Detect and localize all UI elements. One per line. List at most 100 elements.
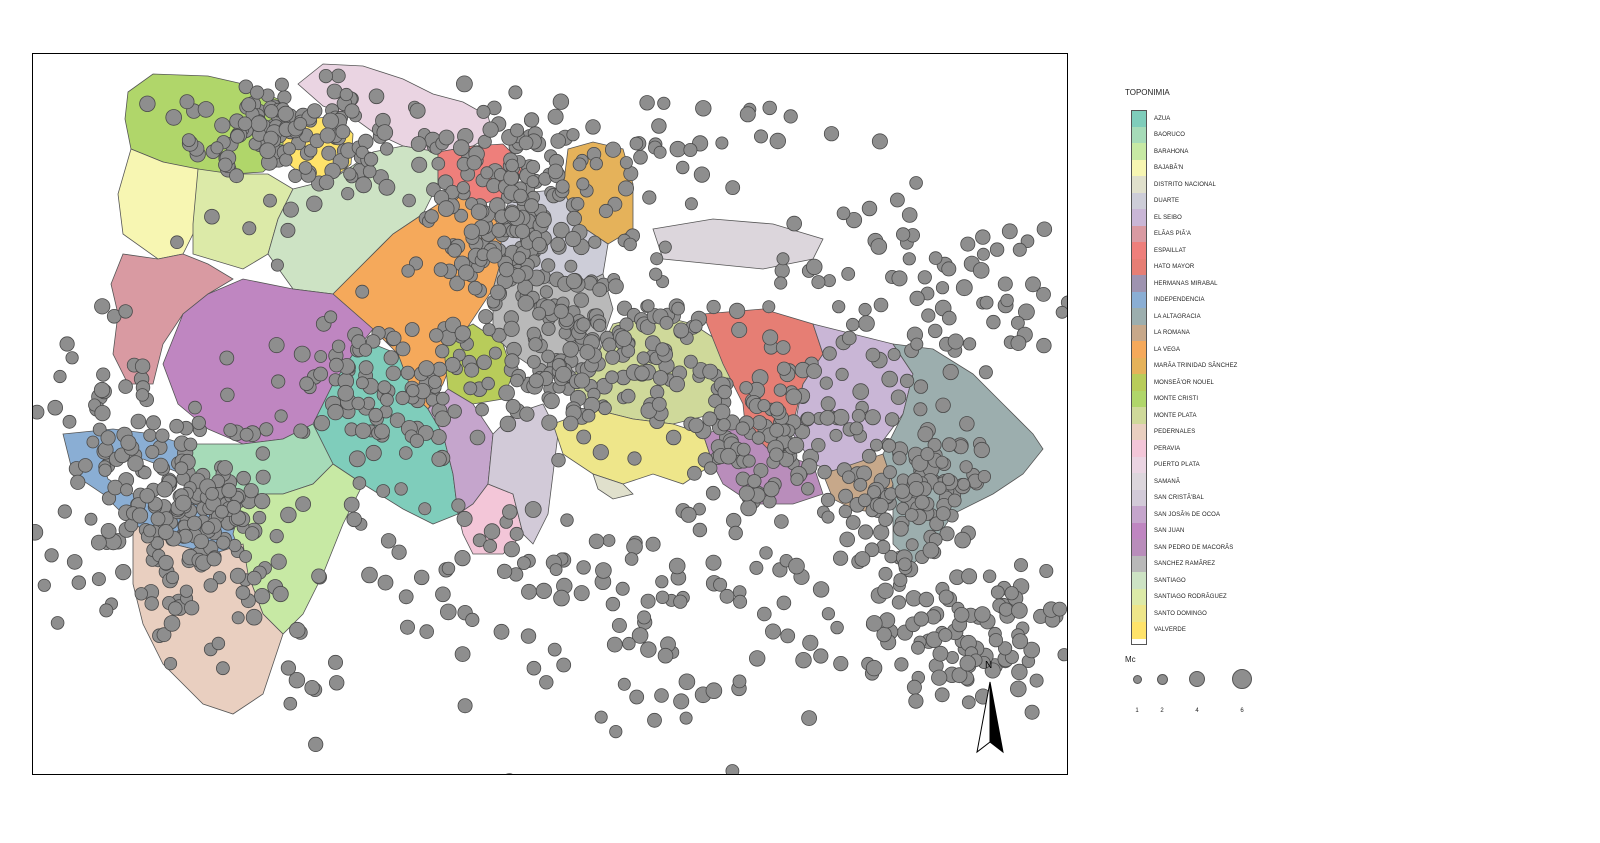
occurrence-point [379,392,394,407]
occurrence-point [895,227,911,242]
occurrence-point [736,442,751,457]
occurrence-point [47,399,64,416]
occurrence-point [846,317,860,332]
occurrence-point [433,262,449,277]
occurrence-point [629,136,644,151]
occurrence-point [581,408,596,423]
occurrence-point [143,524,157,538]
map-panel[interactable] [32,53,1068,775]
legend-item: ESPAILLAT [1131,242,1186,259]
occurrence-point [813,648,829,664]
occurrence-point [519,406,535,422]
occurrence-point [725,764,740,774]
occurrence-point [892,451,907,466]
occurrence-point [62,414,77,429]
occurrence-point [517,295,535,312]
occurrence-point [933,481,947,495]
occurrence-point [959,416,975,432]
occurrence-point [606,636,623,653]
occurrence-point [437,235,452,250]
occurrence-point [742,454,756,468]
occurrence-point [456,181,470,195]
occurrence-point [98,463,112,477]
occurrence-point [395,341,411,357]
occurrence-point [622,636,636,651]
occurrence-point [50,616,65,630]
occurrence-point [91,534,107,551]
legend-item: ELÃAS PIÃ'A [1131,225,1191,243]
map-canvas[interactable] [33,54,1068,775]
occurrence-point [235,585,251,600]
occurrence-point [1055,305,1067,319]
occurrence-point [841,330,857,346]
occurrence-point [327,403,344,421]
occurrence-point [314,350,328,363]
occurrence-point [447,404,462,419]
occurrence-point [715,136,729,150]
occurrence-point [311,568,327,584]
occurrence-point [380,142,394,156]
occurrence-point [280,506,297,524]
occurrence-point [518,135,534,151]
occurrence-point [469,429,486,446]
legend-swatch [1131,308,1147,325]
occurrence-point [268,337,285,354]
occurrence-point [720,447,737,465]
occurrence-point [702,363,719,380]
occurrence-point [747,474,762,489]
occurrence-point [431,451,447,467]
occurrence-point [878,512,893,527]
occurrence-point [864,409,881,426]
occurrence-point [757,399,771,413]
occurrence-point [424,209,439,224]
occurrence-point [651,118,667,134]
occurrence-point [259,142,276,159]
legend-swatch [1131,473,1147,490]
occurrence-point [641,299,655,313]
legend-item: MONTE CRISTI [1131,390,1198,408]
legend-item: DUARTE [1131,192,1179,210]
occurrence-point [429,328,444,343]
occurrence-point [857,524,874,540]
occurrence-point [524,501,542,518]
occurrence-point [358,360,374,376]
occurrence-point [1001,223,1018,240]
occurrence-point [326,83,343,100]
occurrence-point [634,365,650,382]
occurrence-point [817,464,832,480]
occurrence-point [406,384,420,398]
occurrence-point [776,595,792,611]
occurrence-point [786,215,802,232]
occurrence-point [572,157,587,172]
occurrence-point [322,112,340,130]
occurrence-point [647,712,662,728]
occurrence-point [911,640,925,655]
occurrence-point [654,688,669,703]
occurrence-point [475,402,489,417]
occurrence-point [849,421,864,436]
occurrence-point [962,337,977,351]
occurrence-point [277,105,294,123]
occurrence-point [409,102,426,119]
occurrence-point [94,404,111,422]
occurrence-point [642,190,657,205]
occurrence-point [550,133,566,149]
occurrence-point [376,484,391,498]
occurrence-point [988,633,1004,648]
occurrence-point [852,383,869,400]
occurrence-point [514,223,530,239]
occurrence-point [254,587,271,605]
legend-label: LA ROMANA [1154,330,1190,336]
occurrence-point [1000,293,1014,308]
occurrence-point [566,210,583,227]
occurrence-point [250,115,268,133]
occurrence-point [1012,242,1027,257]
occurrence-point [751,431,766,445]
occurrence-point [562,415,579,432]
occurrence-point [823,126,840,142]
size-legend-title: Mc [1125,655,1136,664]
occurrence-point [505,773,513,774]
legend-item: SANCHEZ RAMÃREZ [1131,555,1215,573]
occurrence-point [344,103,360,119]
occurrence-point [100,430,116,446]
